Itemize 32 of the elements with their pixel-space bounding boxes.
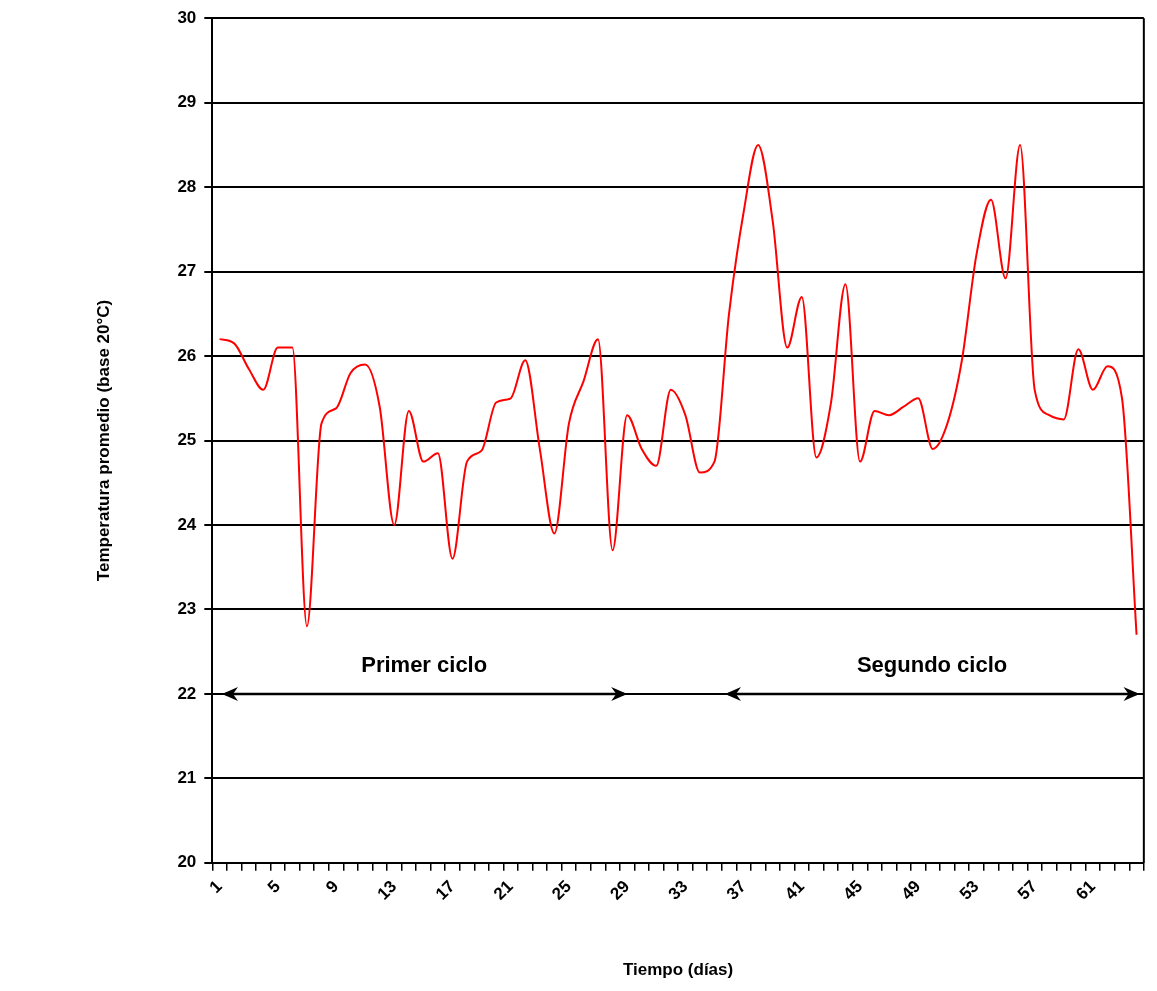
y-tick-label: 21 (177, 768, 197, 788)
y-tick-label: 30 (177, 7, 197, 27)
x-tick-label: 45 (839, 876, 867, 904)
y-axis-title: Temperatura promedio (base 20°C) (93, 299, 113, 582)
x-tick-label: 9 (322, 876, 343, 897)
x-tick-label: 21 (490, 876, 517, 904)
y-tick-label: 29 (177, 92, 197, 112)
x-tick-label: 53 (955, 876, 983, 904)
x-tick-label: 37 (722, 876, 750, 904)
x-axis-title: Tiempo (días) (622, 960, 734, 980)
x-tick-label: 1 (205, 876, 226, 897)
annotation: Primer ciclo (361, 651, 488, 678)
line-series (218, 143, 1138, 636)
x-tick-label: 13 (373, 876, 401, 904)
y-tick-label: 20 (177, 852, 197, 872)
x-tick-label: 49 (897, 876, 925, 904)
x-tick-label: 25 (548, 876, 576, 904)
y-tick-label: 23 (177, 599, 197, 619)
annotation: Segundo ciclo (856, 651, 1008, 678)
y-tick-label: 28 (177, 176, 197, 196)
y-tick-label: 27 (177, 261, 197, 281)
y-tick-label: 25 (177, 430, 197, 450)
x-tick-label: 17 (431, 876, 459, 904)
x-tick-label: 33 (664, 876, 692, 904)
y-tick-label: 26 (177, 345, 197, 365)
x-tick-label: 5 (263, 876, 284, 897)
y-tick-label: 24 (177, 514, 197, 534)
x-tick-label: 61 (1072, 876, 1100, 904)
x-tick-label: 57 (1014, 876, 1041, 904)
x-tick-label: 29 (606, 876, 634, 904)
y-tick-label: 22 (177, 683, 197, 703)
x-tick-label: 41 (781, 876, 808, 904)
